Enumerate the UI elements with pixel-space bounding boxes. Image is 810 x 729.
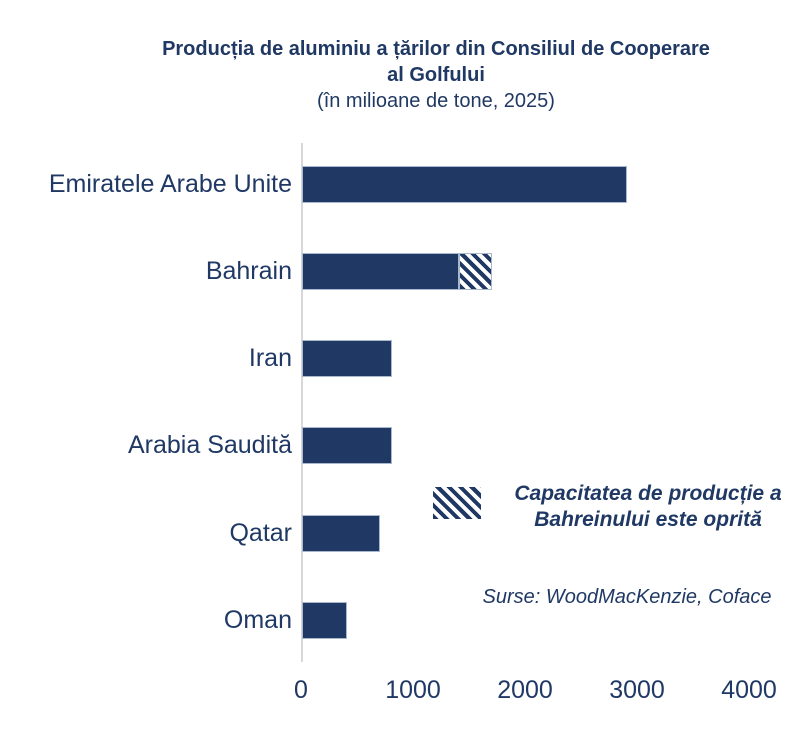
legend-label: Capacitatea de producție a Bahreinului e… [514, 482, 782, 531]
bar-row: Qatar [0, 514, 810, 552]
x-tick-label: 1000 [385, 676, 441, 704]
bar-row: Bahrain [0, 252, 810, 290]
x-tick-label: 3000 [609, 676, 665, 704]
chart-title: Producția de aluminiu a țărilor din Cons… [162, 38, 710, 86]
bar-segment-solid [302, 165, 627, 203]
bar-row: Arabia Saudită [0, 427, 810, 465]
bar-segment-solid [302, 427, 392, 465]
bar-segment-solid [302, 514, 381, 552]
legend-hatched-swatch [433, 487, 481, 519]
x-tick-label: 0 [294, 676, 308, 704]
bar-row: Emiratele Arabe Unite [0, 165, 810, 203]
category-label: Oman [223, 606, 292, 634]
chart-subtitle: (în milioane de tone, 2025) [317, 90, 555, 112]
bar-segment-solid [302, 340, 392, 378]
title-block: Producția de aluminiu a țărilor din Cons… [62, 36, 810, 114]
source-note: Surse: WoodMacKenzie, Coface [482, 586, 772, 608]
category-label: Iran [248, 344, 292, 373]
bar-segment-hatched [458, 252, 493, 290]
category-label: Emiratele Arabe Unite [48, 169, 292, 198]
bar-segment-solid [302, 602, 347, 639]
category-axis-line [301, 143, 303, 662]
x-tick-label: 4000 [721, 676, 777, 704]
category-label: Arabia Saudită [127, 431, 292, 460]
category-label: Qatar [229, 518, 292, 547]
bar-row: Iran [0, 340, 810, 378]
bar-row: Oman [0, 602, 810, 639]
bar-segment-solid [302, 252, 459, 290]
category-label: Bahrain [205, 256, 292, 285]
x-tick-label: 2000 [497, 676, 553, 704]
